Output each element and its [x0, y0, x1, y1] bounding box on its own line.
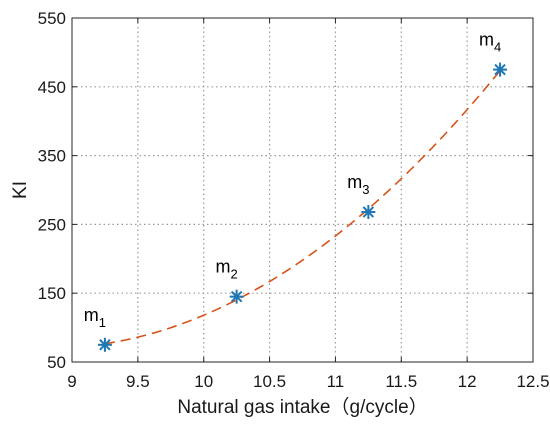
- x-tick-label: 9.5: [126, 372, 150, 391]
- x-axis-label: Natural gas intake（g/cycle）: [177, 396, 427, 418]
- data-point-label: m2: [216, 257, 238, 282]
- point-labels: m1 m2 m3 m4: [84, 30, 501, 330]
- data-point-label: m3: [347, 172, 369, 197]
- y-axis-label: KI: [10, 181, 31, 199]
- y-tick-label: 350: [38, 147, 66, 166]
- data-points: [97, 62, 508, 352]
- plot-frame: [71, 17, 534, 363]
- axis-ticks: [71, 17, 534, 363]
- x-tick-label: 11: [327, 372, 345, 391]
- y-tick-label: 50: [47, 353, 66, 372]
- grid-lines: [72, 18, 533, 362]
- fit-curve: [104, 70, 501, 345]
- y-tick-label: 450: [38, 78, 66, 97]
- tick-labels: 9 9.5 10 10.5 11 11.5 12 12.5 50 150 250 350 450 550: [38, 9, 550, 391]
- data-point-label: m1: [84, 305, 106, 330]
- data-point-marker: [97, 337, 112, 352]
- y-tick-label: 250: [38, 215, 66, 234]
- x-tick-label: 10.5: [253, 372, 286, 391]
- y-tick-label: 550: [38, 9, 66, 28]
- data-point-label: m4: [479, 30, 501, 55]
- data-point-marker: [493, 62, 508, 77]
- data-point-marker: [229, 289, 244, 304]
- data-point-marker: [361, 205, 376, 220]
- x-tick-label: 12.5: [516, 372, 549, 391]
- x-tick-label: 9: [67, 372, 76, 391]
- x-tick-label: 11.5: [385, 372, 417, 391]
- x-tick-label: 12: [458, 372, 477, 391]
- y-tick-label: 150: [38, 284, 66, 303]
- x-tick-label: 10: [194, 372, 213, 391]
